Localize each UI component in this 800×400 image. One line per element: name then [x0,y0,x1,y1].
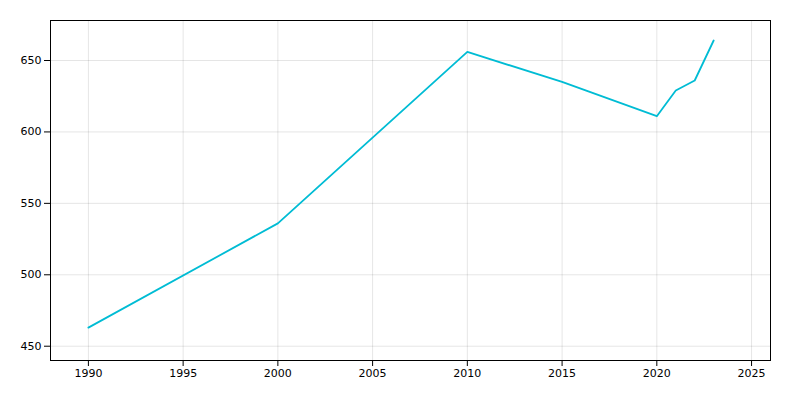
svg-text:450: 450 [21,340,42,353]
svg-text:500: 500 [21,268,42,281]
svg-text:550: 550 [21,197,42,210]
svg-text:2015: 2015 [548,367,576,380]
svg-text:1990: 1990 [74,367,102,380]
svg-text:650: 650 [21,54,42,67]
svg-text:2025: 2025 [738,367,766,380]
svg-text:2010: 2010 [453,367,481,380]
svg-text:2000: 2000 [264,367,292,380]
svg-text:2005: 2005 [359,367,387,380]
svg-text:1995: 1995 [169,367,197,380]
svg-text:600: 600 [21,125,42,138]
svg-text:2020: 2020 [643,367,671,380]
